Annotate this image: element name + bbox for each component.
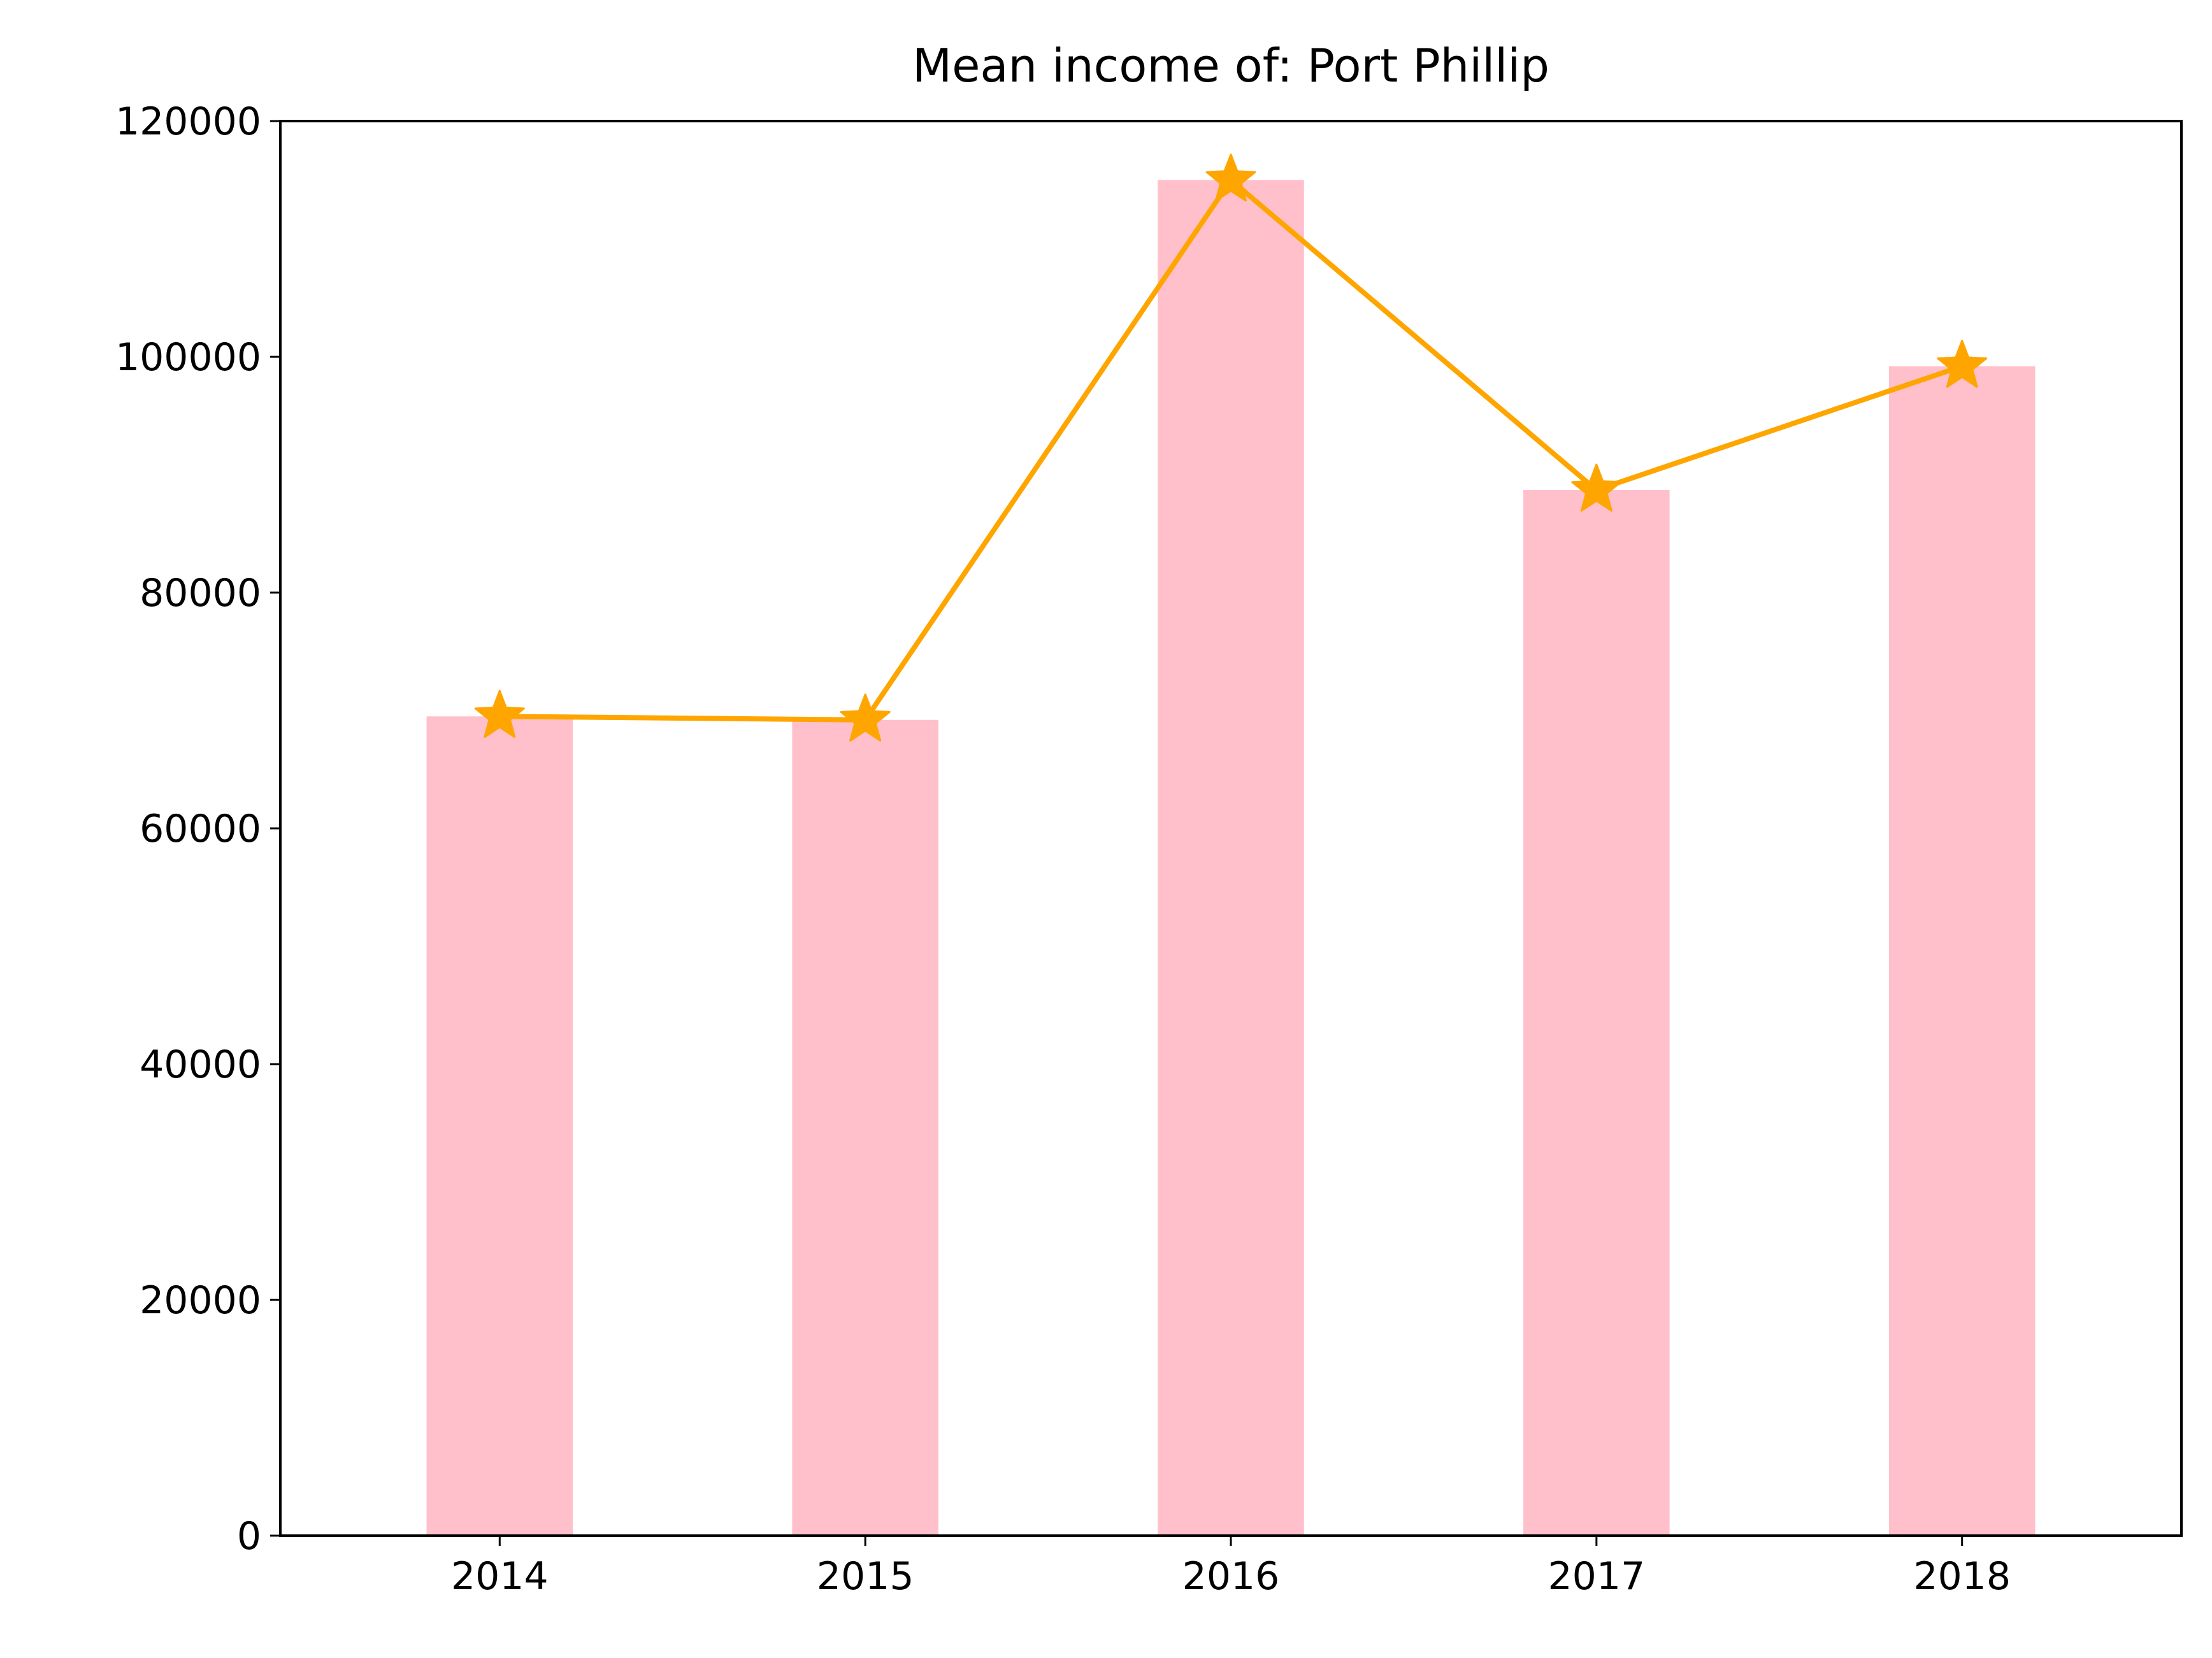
x-tick-label-2017: 2017 (1548, 1554, 1645, 1599)
y-tick-label-0: 0 (237, 1514, 261, 1559)
line-point-2014 (474, 689, 525, 739)
line-point-2016 (1205, 154, 1256, 202)
bar-2016 (1158, 180, 1304, 1536)
bar-2014 (426, 716, 573, 1536)
x-tick-label-2015: 2015 (817, 1554, 914, 1599)
x-tick-label-2016: 2016 (1182, 1554, 1280, 1599)
y-tick-label-40000: 40000 (140, 1042, 261, 1087)
x-tick-label-2018: 2018 (1913, 1554, 2011, 1599)
line-layer (474, 154, 1988, 742)
bar-2015 (792, 719, 938, 1536)
x-tick-label-2014: 2014 (451, 1554, 549, 1599)
bars-layer (426, 180, 2036, 1536)
bar-2018 (1888, 366, 2036, 1536)
axes-layer: 2014 2015 2016 2017 2018 0 20000 40000 60000 8000… (115, 99, 2183, 1599)
y-tick-label-80000: 80000 (140, 571, 261, 616)
y-tick-label-60000: 60000 (140, 807, 261, 851)
y-tick-label-20000: 20000 (140, 1278, 261, 1323)
line-point-2017 (1571, 463, 1622, 512)
line-point-2015 (840, 693, 891, 742)
line-point-2018 (1937, 340, 1988, 388)
bar-2017 (1523, 490, 1670, 1536)
chart-title: Mean income of: Port Phillip (912, 39, 1549, 92)
y-tick-label-120000: 120000 (115, 99, 261, 144)
y-tick-label-100000: 100000 (115, 335, 261, 380)
